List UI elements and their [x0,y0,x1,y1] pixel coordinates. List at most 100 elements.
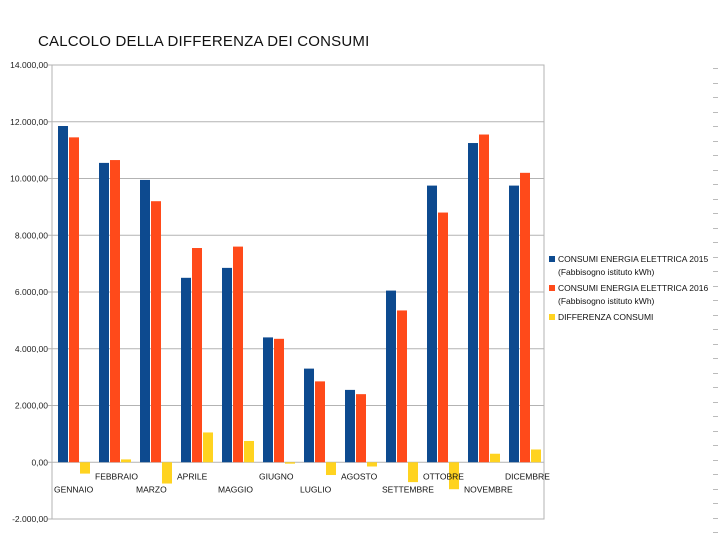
grid-lines [48,64,544,520]
category-label: APRILE [177,471,208,481]
edge-dash [713,271,718,272]
slide-title: CALCOLO DELLA DIFFERENZA DEI CONSUMI [38,33,370,50]
bar-1-dicembre [509,185,519,463]
category-label: OTTOBRE [423,471,464,481]
bar-2-dicembre [520,172,530,463]
edge-dash [713,300,718,301]
edge-dash [713,198,718,200]
edge-dash [713,111,718,113]
category-label: SETTEMBRE [382,484,434,494]
bar-1-gennaio [58,126,68,463]
y-tick-label: 2.000,00 [15,401,48,411]
bar-2-agosto [356,394,366,463]
edge-dash [713,372,718,374]
edge-dash [713,343,718,345]
bar-3-gennaio [80,462,90,474]
bars [58,126,541,490]
edge-dash [713,314,718,316]
bar-2-novembre [479,134,489,463]
legend-label: CONSUMI ENERGIA ELETTRICA 2016 [558,283,708,293]
edge-dash [713,184,718,185]
bar-2-ottobre [438,212,448,463]
edge-dash [713,227,718,229]
legend-label: DIFFERENZA CONSUMI [558,312,653,322]
bar-3-aprile [203,432,213,463]
bar-1-maggio [222,267,232,463]
category-label: FEBBRAIO [95,471,138,481]
bar-3-novembre [490,453,500,463]
edge-dash [713,285,718,287]
bar-2-febbraio [110,160,120,463]
y-tick-label: -2.000,00 [12,514,48,524]
edge-dash [713,474,718,475]
category-label: MAGGIO [218,484,253,494]
edge-dash [713,532,718,533]
y-axis-ticks: 14.000,00 12.000,00 10.000,00 8.000,00 6.000… [10,60,48,524]
edge-dash [713,401,718,403]
y-tick-label: 0,00 [31,457,48,467]
edge-dash [713,387,718,388]
category-label: MARZO [136,484,167,494]
edge-dash [713,126,718,127]
bar-1-aprile [181,277,191,463]
legend-label-sub: (Fabbisogno istituto kWh) [558,296,655,306]
bar-2-settembre [397,310,407,463]
y-tick-label: 10.000,00 [10,174,48,184]
edge-dash [713,488,718,490]
y-tick-label: 12.000,00 [10,117,48,127]
bar-3-luglio [326,462,336,476]
edge-dash [713,169,718,171]
category-label: DICEMBRE [505,471,550,481]
edge-dash [713,459,718,461]
bar-1-luglio [304,368,314,463]
bar-1-ottobre [427,185,437,463]
bar-1-agosto [345,389,355,463]
bar-3-settembre [408,462,418,483]
edge-dash [713,329,718,330]
bar-2-marzo [151,201,161,463]
bar-1-settembre [386,290,396,463]
legend-label-sub: (Fabbisogno istituto kWh) [558,267,655,277]
edge-dash [713,155,718,156]
legend-swatch [549,285,555,291]
edge-dash [713,445,718,446]
category-label: AGOSTO [341,471,378,481]
bar-1-febbraio [99,162,109,463]
y-tick-label: 4.000,00 [15,344,48,354]
bar-3-ottobre [449,462,459,490]
bar-1-giugno [263,337,273,463]
bar-2-luglio [315,381,325,463]
bar-1-marzo [140,179,150,463]
bar-3-maggio [244,440,254,463]
edge-dash [713,68,718,69]
edge-dash [713,517,718,519]
category-label: GENNAIO [54,484,94,494]
bar-3-giugno [285,462,295,464]
legend-swatch [549,314,555,320]
edge-dash [713,242,718,243]
edge-dash [713,256,718,258]
bar-2-maggio [233,246,243,463]
category-label: NOVEMBRE [464,484,513,494]
bar-2-aprile [192,248,202,463]
legend: CONSUMI ENERGIA ELETTRICA 2015 (Fabbisogn… [549,254,708,322]
y-tick-label: 14.000,00 [10,60,48,70]
bar-2-gennaio [69,137,79,463]
legend-label: CONSUMI ENERGIA ELETTRICA 2015 [558,254,708,264]
edge-dash [713,358,718,359]
bar-2-giugno [274,338,284,463]
edge-dash [713,140,718,142]
edge-dash [713,430,718,432]
edge-dash [713,213,718,214]
y-tick-label: 8.000,00 [15,230,48,240]
legend-swatch [549,256,555,262]
edge-dash [713,82,718,84]
edge-dash [713,416,718,417]
bar-3-marzo [162,462,172,484]
edge-dash [713,503,718,504]
bar-3-agosto [367,462,377,467]
bar-3-febbraio [121,459,131,463]
category-label: LUGLIO [300,484,332,494]
